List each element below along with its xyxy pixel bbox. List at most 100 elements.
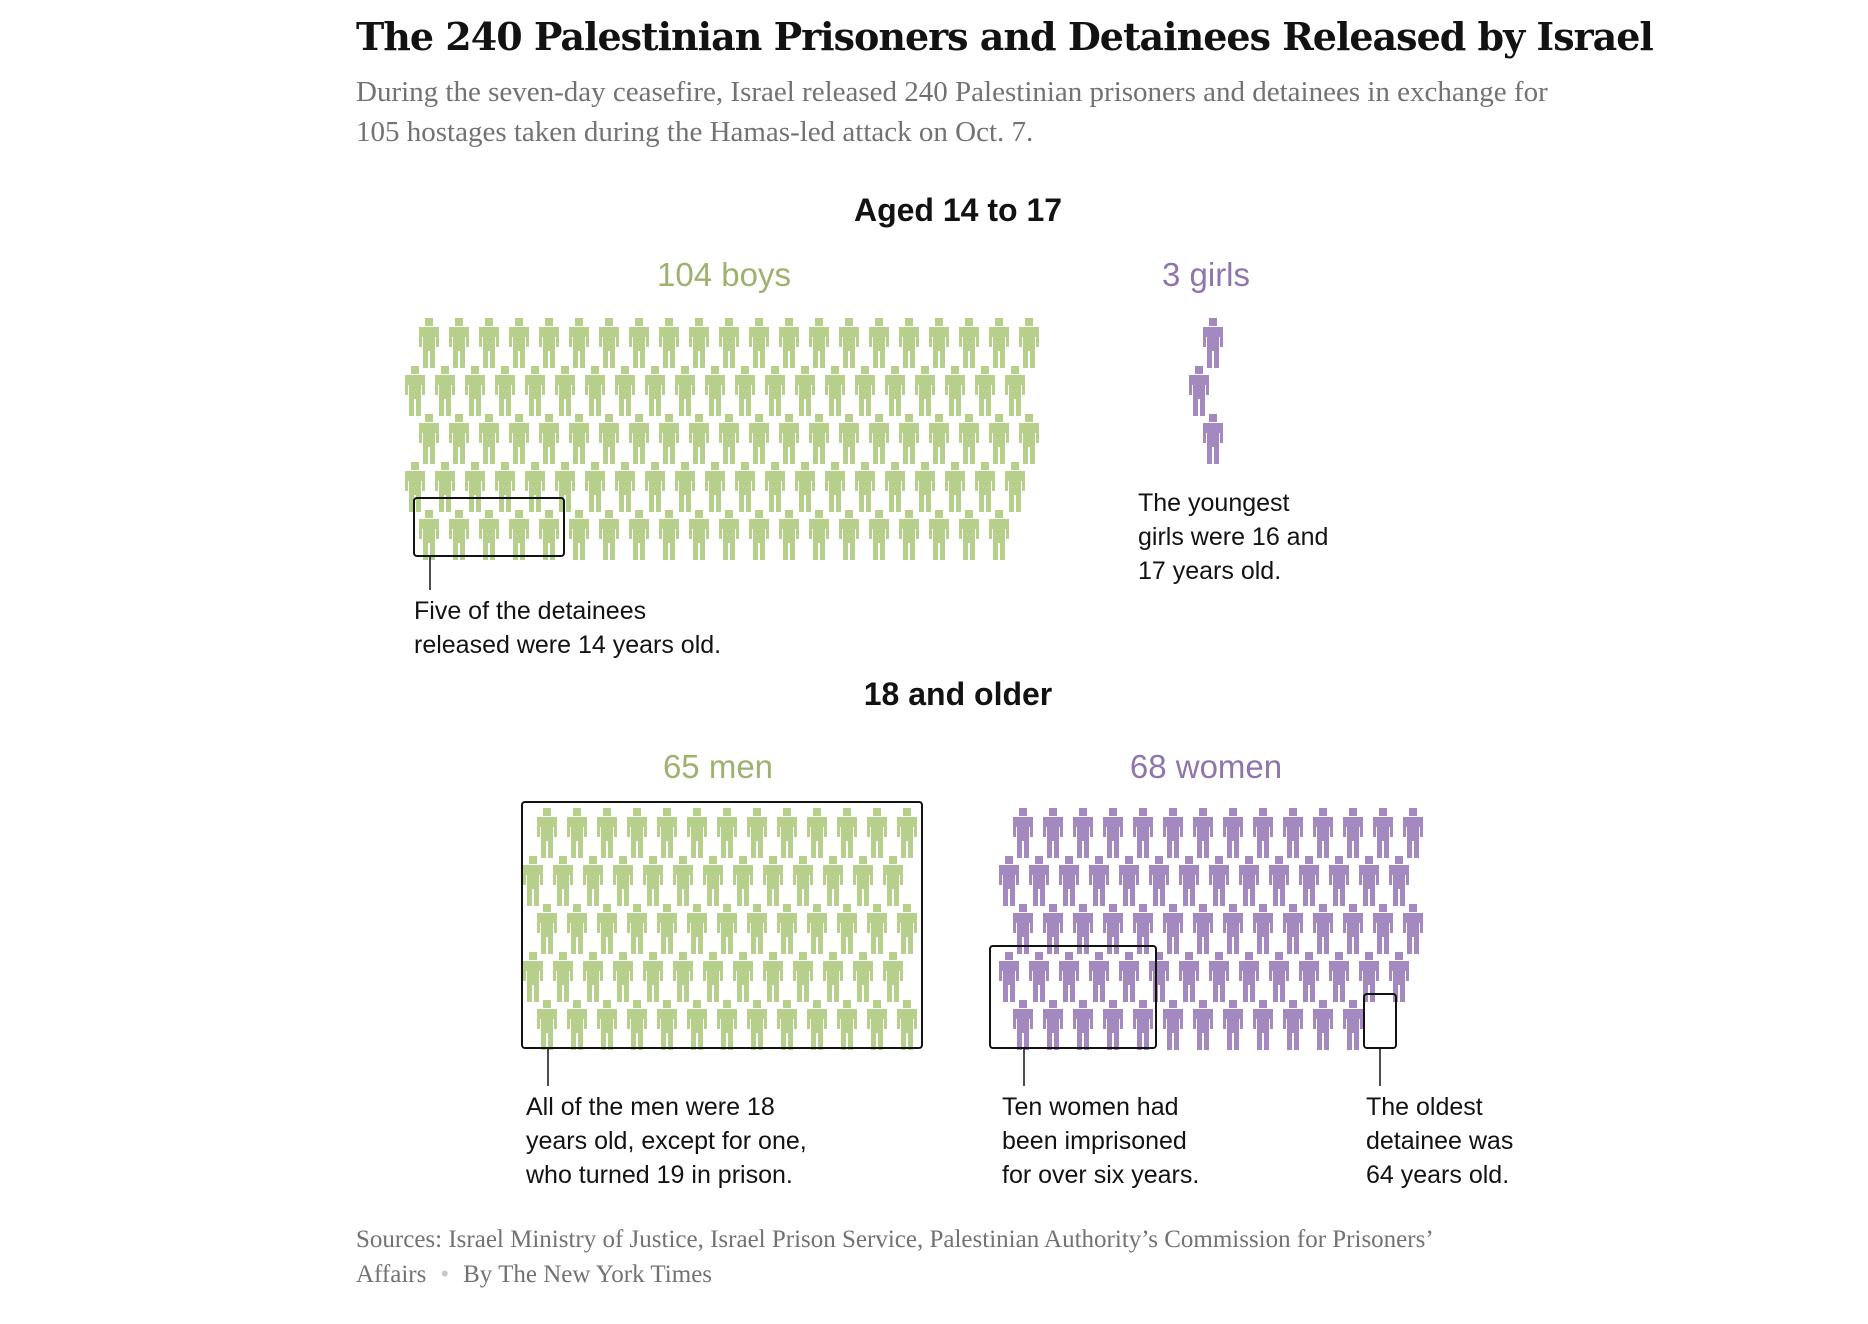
person-icon-women xyxy=(1133,808,1153,858)
person-icon-men xyxy=(523,952,543,1002)
person-icon-men xyxy=(687,808,707,858)
person-icon-boys xyxy=(509,510,529,560)
highlight-men-18yo xyxy=(521,801,923,1049)
person-icon-men xyxy=(553,856,573,906)
person-icon-men xyxy=(567,808,587,858)
person-icon-women xyxy=(1239,856,1259,906)
person-icon-men xyxy=(777,1000,797,1050)
person-icon-boys xyxy=(419,414,439,464)
person-icon-men xyxy=(823,952,843,1002)
person-icon-boys xyxy=(719,318,739,368)
person-icon-women xyxy=(999,952,1019,1002)
person-icon-women xyxy=(1133,904,1153,954)
person-icon-boys xyxy=(735,366,755,416)
person-icon-women xyxy=(1059,856,1079,906)
person-icon-women xyxy=(1193,1000,1213,1050)
person-icon-women xyxy=(1253,904,1273,954)
person-icon-men xyxy=(747,808,767,858)
person-icon-women xyxy=(1103,904,1123,954)
person-icon-girls xyxy=(1203,318,1223,368)
person-icon-boys xyxy=(899,510,919,560)
person-icon-women xyxy=(1373,904,1393,954)
person-icon-boys xyxy=(795,366,815,416)
person-icon-boys xyxy=(959,414,979,464)
sources-text: Sources: Israel Ministry of Justice, Isr… xyxy=(356,1226,1432,1288)
person-icon-boys xyxy=(959,510,979,560)
person-icon-boys xyxy=(539,414,559,464)
person-icon-women xyxy=(1089,856,1109,906)
person-icon-men xyxy=(553,952,573,1002)
group-label-women: 68 women xyxy=(1129,748,1283,785)
person-icon-men xyxy=(897,1000,917,1050)
person-icon-boys xyxy=(629,510,649,560)
person-icon-women xyxy=(999,856,1019,906)
person-icon-women xyxy=(1283,808,1303,858)
person-icon-men xyxy=(583,856,603,906)
person-icon-boys xyxy=(449,510,469,560)
person-icon-boys xyxy=(405,366,425,416)
person-icon-women xyxy=(1013,1000,1033,1050)
person-icon-men xyxy=(733,952,753,1002)
person-icon-men xyxy=(897,808,917,858)
person-icon-boys xyxy=(825,366,845,416)
annotation-boys-line: released were 14 years old. xyxy=(414,631,722,659)
icon-group-girls xyxy=(1189,318,1223,464)
person-icon-men xyxy=(627,808,647,858)
person-icon-boys xyxy=(659,510,679,560)
person-icon-women xyxy=(1403,808,1423,858)
person-icon-boys xyxy=(675,366,695,416)
person-icon-men xyxy=(837,808,857,858)
person-icon-boys xyxy=(495,462,515,512)
person-icon-women xyxy=(1343,1000,1363,1050)
person-icon-boys xyxy=(659,414,679,464)
person-icon-women xyxy=(1389,952,1409,1002)
person-icon-men xyxy=(777,904,797,954)
person-icon-women xyxy=(1013,808,1033,858)
person-icon-women xyxy=(1223,1000,1243,1050)
person-icon-women xyxy=(1163,904,1183,954)
person-icon-men xyxy=(643,952,663,1002)
person-icon-boys xyxy=(839,318,859,368)
person-icon-women xyxy=(1239,952,1259,1002)
person-icon-boys xyxy=(719,510,739,560)
person-icon-men xyxy=(703,952,723,1002)
person-icon-boys xyxy=(779,510,799,560)
person-icon-women xyxy=(1209,952,1229,1002)
person-icon-boys xyxy=(419,318,439,368)
annotation-women-right-line: The oldest xyxy=(1366,1093,1483,1121)
person-icon-boys xyxy=(869,510,889,560)
person-icon-boys xyxy=(509,414,529,464)
person-icon-men xyxy=(567,904,587,954)
person-icon-men xyxy=(537,904,557,954)
person-icon-women xyxy=(1193,808,1213,858)
person-icon-women xyxy=(1059,952,1079,1002)
person-icon-boys xyxy=(989,414,1009,464)
person-icon-boys xyxy=(945,366,965,416)
person-icon-women xyxy=(1119,952,1139,1002)
annotation-women-left-line: for over six years. xyxy=(1002,1161,1200,1189)
person-icon-women xyxy=(1209,856,1229,906)
person-icon-boys xyxy=(765,462,785,512)
annotation-women-left: Ten women had been imprisoned for over s… xyxy=(1002,1090,1199,1192)
person-icon-boys xyxy=(749,510,769,560)
highlight-boys-14yo xyxy=(413,497,565,557)
person-icon-boys xyxy=(615,462,635,512)
person-icon-women xyxy=(1329,952,1349,1002)
person-icon-boys xyxy=(449,318,469,368)
person-icon-boys xyxy=(839,414,859,464)
person-icon-boys xyxy=(945,462,965,512)
person-icon-women xyxy=(1253,808,1273,858)
person-icon-women xyxy=(1223,808,1243,858)
person-icon-boys xyxy=(405,462,425,512)
annotation-women-right-line: 64 years old. xyxy=(1366,1161,1510,1189)
person-icon-boys xyxy=(569,414,589,464)
person-icon-boys xyxy=(599,414,619,464)
person-icon-women xyxy=(1329,856,1349,906)
person-icon-women xyxy=(1193,904,1213,954)
person-icon-boys xyxy=(705,366,725,416)
person-icon-men xyxy=(643,856,663,906)
annotation-men: All of the men were 18 years old, except… xyxy=(526,1090,807,1192)
person-icon-boys xyxy=(645,462,665,512)
person-icon-boys xyxy=(809,510,829,560)
annotation-women-right: The oldest detainee was 64 years old. xyxy=(1366,1090,1513,1192)
